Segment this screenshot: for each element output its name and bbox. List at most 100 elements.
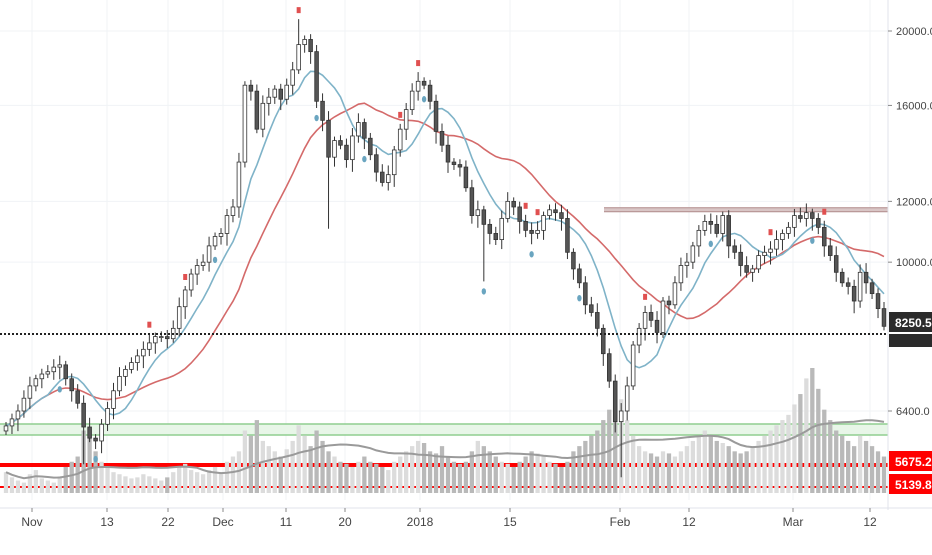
candle-body <box>212 236 218 247</box>
volume-bar <box>63 466 68 493</box>
volume-bar <box>51 482 56 493</box>
volume-bar <box>404 451 409 493</box>
candle <box>278 83 283 111</box>
candle <box>654 311 660 344</box>
candle <box>660 297 666 338</box>
volume-bar <box>290 440 295 493</box>
candle <box>302 35 307 53</box>
candle-body <box>690 245 696 263</box>
candle <box>636 323 642 354</box>
candle <box>857 264 863 308</box>
candle-body <box>678 265 684 284</box>
volume-bar <box>463 461 469 493</box>
candle-body <box>409 90 415 111</box>
candle-body <box>601 327 606 355</box>
candle-body <box>839 271 845 284</box>
candle-body <box>39 373 45 380</box>
candle-body <box>857 271 863 302</box>
candle-body <box>816 218 821 228</box>
candle-body <box>810 212 815 219</box>
buy-marker <box>362 155 367 163</box>
volume-bar <box>111 472 116 493</box>
volume-bar <box>690 440 696 493</box>
candle-body <box>571 251 576 270</box>
candle-body <box>433 100 439 132</box>
volume-bar <box>601 420 606 493</box>
volume-bar <box>39 478 44 493</box>
volume-bar <box>625 420 630 493</box>
candle-body <box>421 80 427 86</box>
volume-bar <box>708 435 713 493</box>
candle-body <box>708 221 714 225</box>
candle <box>672 276 678 309</box>
buy-marker <box>481 288 487 295</box>
volume-bar <box>541 456 546 493</box>
sell-marker <box>183 273 188 280</box>
candle-body <box>481 209 487 225</box>
volume-bar <box>577 446 582 493</box>
candle <box>827 237 833 261</box>
volume-bar <box>792 404 797 493</box>
y-tick-label: 10000.0 <box>896 257 932 269</box>
volume-ma-line <box>5 419 885 480</box>
candle-body <box>798 215 803 219</box>
candle-body <box>660 300 666 333</box>
sell-marker <box>643 293 648 300</box>
volume-bar <box>780 420 785 493</box>
volume-bar <box>409 446 415 493</box>
candle <box>290 61 295 95</box>
candle <box>738 244 743 277</box>
candle-body <box>589 304 594 313</box>
volume-bar <box>774 425 779 493</box>
candle-body <box>33 378 39 387</box>
volume-bar <box>177 466 182 493</box>
volume-bar <box>511 466 516 493</box>
volume-bar <box>105 466 110 493</box>
candle-body <box>308 39 313 53</box>
candle-body <box>738 251 743 266</box>
candle <box>702 214 708 236</box>
candle-body <box>188 273 194 291</box>
candle <box>845 277 851 295</box>
candle <box>308 34 313 64</box>
volume-bar <box>487 451 492 493</box>
volume-bar <box>756 440 761 493</box>
candle-body <box>654 319 660 333</box>
volume-bar <box>445 456 451 493</box>
candle <box>409 83 415 115</box>
candle <box>786 222 791 239</box>
volume-bar <box>248 435 254 493</box>
candle <box>875 288 881 319</box>
candle <box>224 208 230 246</box>
candle <box>523 214 528 238</box>
candle-body <box>356 122 361 137</box>
volume-bar <box>93 451 98 493</box>
volume-bar <box>159 480 164 493</box>
candle <box>648 304 654 328</box>
candle-body <box>93 437 98 442</box>
price-levels <box>0 207 888 488</box>
candle <box>380 164 385 187</box>
sell-marker <box>523 202 528 209</box>
candle-body <box>851 285 857 302</box>
x-axis[interactable]: Nov 13 22 Dec 11 20 2018 15 Feb 12 Mar 12 <box>0 507 932 529</box>
volume-bar <box>236 451 242 493</box>
volume-bar <box>356 461 361 493</box>
candle <box>881 302 887 331</box>
candle-body <box>165 336 170 340</box>
volume-bar <box>129 478 134 493</box>
candle <box>403 103 409 141</box>
volume-bar <box>278 456 283 493</box>
line-a-price-label: 5675.2 <box>889 451 932 471</box>
candle <box>3 421 9 435</box>
candle-body <box>702 221 708 231</box>
candle <box>816 213 821 235</box>
y-axis[interactable]: 20000.0 16000.0 12000.0 10000.0 6400.0 8250.5… <box>887 0 932 510</box>
candle-body <box>499 218 504 240</box>
candle <box>481 205 487 282</box>
candle-body <box>427 84 433 102</box>
volume-bar <box>332 456 337 493</box>
gridlines <box>0 0 888 500</box>
candle-body <box>553 209 558 214</box>
candle-body <box>869 282 875 295</box>
